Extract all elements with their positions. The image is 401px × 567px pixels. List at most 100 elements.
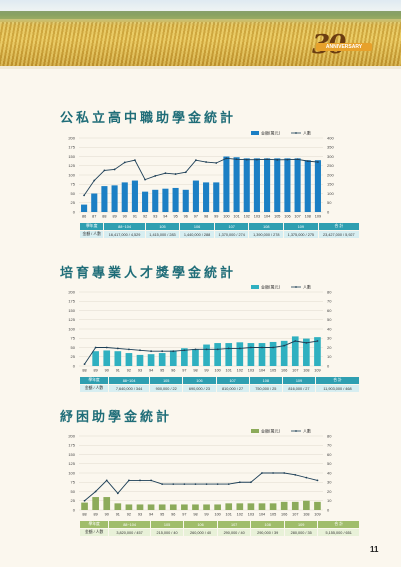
line-point — [250, 481, 252, 484]
bar — [225, 503, 233, 510]
line-point — [256, 158, 258, 161]
x-tick-label: 98 — [193, 513, 197, 517]
y-left-tick-label: 50 — [71, 489, 76, 494]
table-header-cell: 88~104 — [108, 376, 151, 385]
bar — [214, 343, 221, 366]
x-tick-label: 100 — [223, 215, 229, 219]
series-line — [84, 340, 318, 365]
y-left-tick-label: 0 — [73, 363, 76, 368]
y-left-tick-label: 200 — [68, 135, 75, 140]
x-tick-label: 102 — [244, 215, 250, 219]
bar — [162, 188, 169, 212]
series-line — [84, 472, 318, 502]
line-point — [238, 481, 241, 484]
x-tick-label: 103 — [248, 369, 254, 373]
legend-bar-label: 金額(萬元) — [261, 284, 281, 290]
table-value-cell: 3,820,000 / 457 — [108, 528, 151, 537]
bar — [203, 182, 210, 212]
line-point — [116, 492, 119, 495]
summary-table-2: 學年度 88~104 105 106 107 108 109 合 計 金額 / 人數 7,640… — [78, 376, 360, 393]
line-point — [83, 363, 86, 366]
line-point — [272, 346, 274, 349]
logo-ribbon-text: ANNIVERSARY — [325, 44, 363, 50]
line-point — [205, 161, 207, 163]
bar — [233, 157, 240, 212]
bar — [243, 158, 250, 212]
line-point — [150, 350, 152, 353]
x-tick-label: 92 — [127, 369, 131, 373]
chart-svg-1: 0 25 50 75 100 125 150 175 200 0 50 100 150 200 250 300… — [68, 130, 334, 219]
table-header-row: 學年度 88~104 105 106 107 108 109 合 計 — [78, 376, 360, 385]
line-point — [164, 172, 167, 175]
table-header-row: 學年度 88~104 105 106 107 108 109 合 計 — [78, 520, 360, 529]
table-header-cell: 107 — [216, 520, 252, 529]
x-tick-label: 104 — [259, 369, 265, 373]
table-value-cell: 7,640,000 / 344 — [108, 384, 151, 393]
bar — [81, 502, 88, 510]
x-tick-label: 93 — [138, 513, 142, 517]
y-left-tick-label: 150 — [68, 452, 75, 457]
table-header-cell: 88~104 — [108, 520, 151, 529]
table-value-cell: 5,155,000 / 651 — [317, 528, 360, 537]
x-tick-label: 86 — [82, 215, 86, 219]
table-header-cell: 合 計 — [317, 222, 361, 231]
x-tick-label: 97 — [182, 513, 186, 517]
y-right-tick-label: 400 — [327, 135, 334, 140]
legend-bar-swatch — [251, 131, 259, 135]
y-right-tick-label: 70 — [327, 443, 332, 448]
table-header-cell: 109 — [283, 222, 319, 231]
x-tick-label: 97 — [182, 369, 186, 373]
line-point — [83, 499, 86, 502]
x-tick-label: 108 — [303, 369, 309, 373]
series-line — [83, 157, 318, 196]
x-tick-label: 95 — [160, 369, 164, 373]
line-point — [261, 346, 263, 349]
anniversary-logo: 30 ANNIVERSARY — [312, 30, 374, 62]
x-tick-label: 96 — [171, 513, 175, 517]
bar — [294, 158, 301, 212]
line-point — [294, 473, 297, 476]
table-header-cell: 107 — [213, 222, 250, 231]
x-tick-label: 96 — [171, 369, 175, 373]
y-left-tick-label: 25 — [71, 498, 76, 503]
line-point — [225, 157, 228, 160]
table-value-cell: 900,000 / 22 — [149, 384, 184, 393]
header-banner: 30 ANNIVERSARY — [0, 0, 401, 66]
line-point — [227, 483, 230, 485]
chart-section-2: 0 25 50 75 100 125 150 175 200 0 10 20 30 40 50 60 70 80 8… — [42, 284, 360, 393]
table-value-cell: 1,375,000 / 275 — [283, 230, 319, 239]
x-tick-label: 107 — [292, 513, 298, 517]
bar — [121, 182, 128, 212]
legend-line-marker — [295, 286, 297, 288]
bar — [91, 193, 98, 212]
bar — [158, 504, 166, 510]
bar — [136, 354, 144, 366]
y-right-tick-label: 70 — [327, 299, 332, 304]
line-point — [94, 490, 97, 493]
x-tick-label: 101 — [233, 215, 239, 219]
chart-svg-2: 0 25 50 75 100 125 150 175 200 0 10 20 30 40 50 60 70 80 8… — [68, 284, 332, 373]
bar — [169, 504, 177, 510]
table-value-row: 金額 / 人數 3,820,000 / 457 215,000 / 40 260,00… — [78, 528, 360, 537]
bar — [269, 341, 277, 366]
line-point — [276, 158, 279, 161]
table-value-cell: 金額 / 人數 — [78, 384, 110, 393]
x-tick-label: 102 — [237, 369, 243, 373]
x-tick-label: 89 — [94, 513, 98, 517]
line-point — [238, 347, 241, 350]
x-tick-label: 91 — [116, 513, 120, 517]
table-header-cell: 106 — [182, 376, 217, 385]
table-value-cell: 215,000 / 40 — [149, 528, 185, 537]
x-tick-label: 101 — [226, 513, 232, 517]
line-point — [296, 158, 299, 161]
x-tick-label: 88 — [82, 513, 86, 517]
bar — [81, 204, 88, 212]
bar — [291, 501, 299, 510]
line-point — [205, 483, 208, 485]
line-point — [305, 476, 308, 479]
table-header-cell: 105 — [149, 520, 185, 529]
bar — [284, 158, 291, 212]
x-tick-label: 87 — [92, 215, 96, 219]
x-tick-label: 97 — [194, 215, 198, 219]
chart-section-1: 0 25 50 75 100 125 150 175 200 0 50 100 150 200 250 300… — [42, 130, 361, 239]
